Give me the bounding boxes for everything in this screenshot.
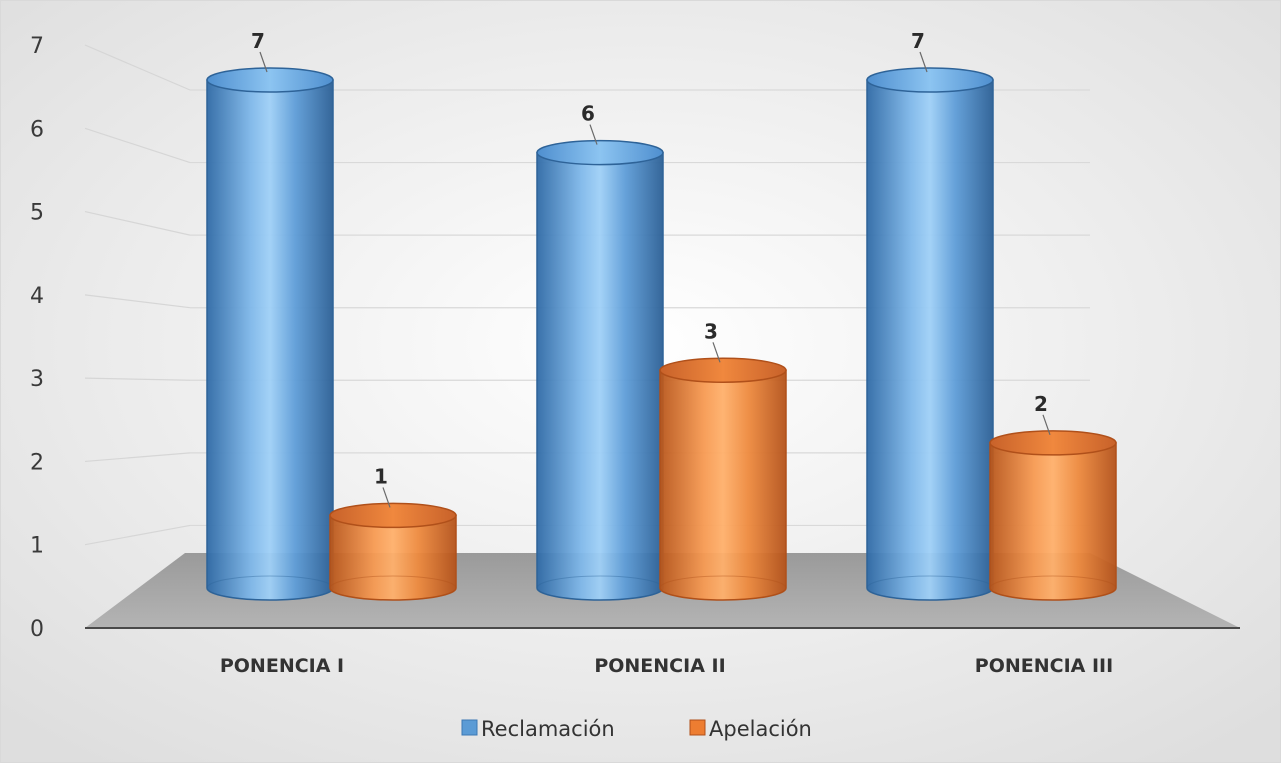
- y-tick-label: 5: [30, 201, 44, 226]
- bar-base: [659, 575, 787, 601]
- legend-label: Apelación: [709, 717, 812, 741]
- bars: [206, 67, 1117, 601]
- y-tick-label: 7: [30, 34, 44, 59]
- gridline-wall: [84, 127, 191, 164]
- data-label: 7: [251, 29, 265, 53]
- bar-top: [329, 502, 457, 529]
- legend-item: Reclamación: [461, 717, 615, 741]
- x-axis-labels: PONENCIA I PONENCIA II PONENCIA III: [220, 655, 1113, 677]
- gridline-wall: [84, 44, 191, 91]
- bar-apelacion: [329, 502, 457, 601]
- data-label-leader: [1042, 414, 1051, 436]
- data-label-leader: [919, 51, 928, 73]
- bar-body: [206, 79, 334, 601]
- data-label: 1: [374, 464, 388, 488]
- legend-swatch: [689, 719, 706, 736]
- x-category-label: PONENCIA I: [220, 655, 344, 677]
- bar-top: [866, 67, 994, 93]
- legend-label: Reclamación: [481, 717, 615, 741]
- legend: Reclamación Apelación: [461, 717, 812, 741]
- data-label-leader: [259, 51, 268, 73]
- bar-top: [989, 430, 1117, 456]
- bar-reclamacion: [866, 67, 994, 601]
- gridline-wall: [84, 210, 191, 236]
- gridline-wall: [84, 524, 191, 546]
- y-tick-label: 6: [30, 117, 44, 142]
- y-tick-label: 2: [30, 450, 44, 475]
- bar-reclamacion: [206, 67, 334, 601]
- bar-top: [659, 357, 787, 384]
- bar-top: [536, 139, 664, 166]
- legend-item: Apelación: [689, 717, 812, 741]
- gridline-wall: [84, 452, 191, 463]
- bar-base: [989, 575, 1117, 601]
- data-label: 7: [911, 29, 925, 53]
- x-category-label: PONENCIA III: [975, 655, 1113, 677]
- y-axis-ticks: 0 1 2 3 4 5 6 7: [30, 34, 44, 642]
- data-label: 6: [581, 102, 595, 126]
- data-label: 2: [1034, 392, 1048, 416]
- bar-reclamacion: [536, 139, 664, 601]
- y-tick-label: 3: [30, 367, 44, 392]
- bar-top: [206, 67, 334, 93]
- legend-swatch: [461, 719, 478, 736]
- y-tick-label: 0: [30, 617, 44, 642]
- bar-apelacion: [989, 430, 1117, 601]
- data-label: 3: [704, 319, 718, 343]
- data-label-leader: [382, 487, 391, 508]
- bar-apelacion: [659, 357, 787, 601]
- gridline-wall: [84, 377, 191, 381]
- y-tick-label: 4: [30, 284, 44, 309]
- y-tick-label: 1: [30, 534, 44, 559]
- data-label-leader: [589, 124, 598, 145]
- bar-body: [989, 442, 1117, 601]
- gridline-wall: [84, 294, 191, 309]
- data-labels: 7 6 7 1 3 2: [251, 29, 1051, 508]
- data-label-leader: [712, 342, 721, 363]
- bar-body: [866, 79, 994, 601]
- bar-base: [329, 575, 457, 601]
- bar-body: [659, 369, 787, 601]
- x-category-label: PONENCIA II: [594, 655, 725, 677]
- bar-body: [329, 514, 457, 601]
- bar-body: [536, 151, 664, 601]
